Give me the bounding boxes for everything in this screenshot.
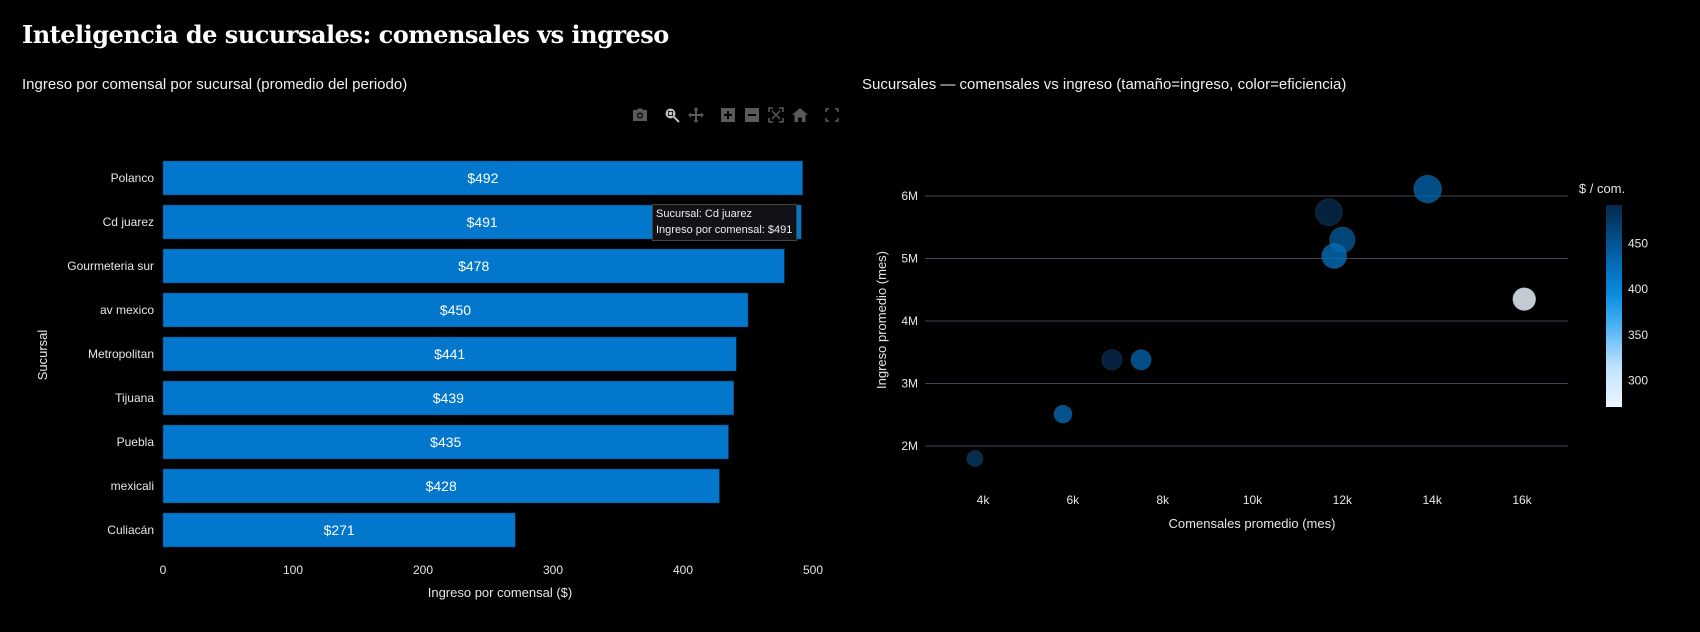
y-tick-label: 2M: [901, 439, 918, 453]
colorbar-tick-label: 350: [1628, 328, 1648, 342]
bar-value-label: $491: [467, 214, 498, 230]
scatter-point[interactable]: [1321, 242, 1348, 270]
zoom-icon[interactable]: [660, 104, 684, 126]
x-tick-label: 14k: [1422, 493, 1442, 507]
y-tick-label: 6M: [901, 189, 918, 203]
category-label: Puebla: [117, 435, 155, 449]
hover-tooltip: Sucursal: Cd juarez Ingreso por comensal…: [652, 204, 798, 241]
x-tick-label: 300: [543, 563, 563, 577]
bar[interactable]: [162, 292, 749, 328]
category-label: Metropolitan: [88, 347, 154, 361]
scatter-point[interactable]: [1130, 349, 1152, 371]
x-tick-label: 16k: [1512, 493, 1532, 507]
category-label: mexicali: [111, 479, 154, 493]
x-tick-label: 4k: [977, 493, 991, 507]
x-tick-label: 400: [673, 563, 693, 577]
bar-chart: Polanco Cd juarez Gourmeteria sur av mexico…: [35, 160, 823, 600]
scatter-point[interactable]: [1101, 349, 1123, 371]
scatter-chart-title: Sucursales — comensales vs ingreso (tama…: [862, 76, 1347, 93]
bar-value-label: $450: [440, 302, 471, 318]
tooltip-line-ingreso: Ingreso por comensal: $491: [656, 224, 793, 236]
scatter-y-axis-label: Ingreso promedio (mes): [874, 251, 889, 389]
x-tick-label: 8k: [1156, 493, 1170, 507]
x-tick-label: 200: [413, 563, 433, 577]
x-tick-label: 12k: [1333, 493, 1353, 507]
zoom-out-icon[interactable]: [740, 104, 764, 126]
camera-icon[interactable]: [628, 104, 652, 126]
y-tick-label: 3M: [901, 377, 918, 391]
colorbar-title: $ / com.: [1579, 181, 1625, 196]
bar[interactable]: [162, 468, 720, 504]
scatter-point[interactable]: [1314, 198, 1343, 227]
bar-value-label: $492: [467, 170, 498, 186]
category-label: Tijuana: [115, 391, 154, 405]
x-tick-label: 6k: [1066, 493, 1080, 507]
scatter-chart: 2M 3M 4M 5M 6M 4k 6k 8k 10k 12k 14k 16k Comensales …: [874, 174, 1648, 531]
y-tick-label: 4M: [901, 314, 918, 328]
y-tick-label: 5M: [901, 252, 918, 266]
page-title: Inteligencia de sucursales: comensales v…: [22, 20, 669, 49]
home-icon[interactable]: [788, 104, 812, 126]
fullscreen-icon[interactable]: [820, 104, 844, 126]
bar[interactable]: [162, 336, 737, 372]
bar-value-label: $478: [458, 258, 489, 274]
bar[interactable]: [162, 248, 785, 284]
category-label: Cd juarez: [103, 215, 154, 229]
bar[interactable]: [162, 380, 734, 416]
modebar: [628, 104, 844, 126]
x-tick-label: 100: [283, 563, 303, 577]
scatter-point[interactable]: [966, 450, 984, 467]
colorbar-tick-label: 400: [1628, 282, 1648, 296]
bar-chart-title: Ingreso por comensal por sucursal (prome…: [22, 76, 408, 93]
bar[interactable]: [162, 424, 729, 460]
bar-x-axis-label: Ingreso por comensal ($): [428, 585, 573, 600]
tooltip-line-sucursal: Sucursal: Cd juarez: [656, 208, 752, 220]
autoscale-icon[interactable]: [764, 104, 788, 126]
colorbar-tick-label: 450: [1628, 236, 1648, 250]
scatter-point[interactable]: [1413, 174, 1443, 204]
scatter-x-axis-label: Comensales promedio (mes): [1169, 516, 1336, 531]
bar-value-label: $439: [433, 390, 464, 406]
colorbar: [1606, 205, 1622, 407]
bar-y-axis-label: Sucursal: [35, 330, 50, 381]
bar-value-label: $271: [324, 522, 355, 538]
x-tick-label: 500: [803, 563, 823, 577]
bar-value-label: $435: [430, 434, 461, 450]
bar-value-label: $428: [426, 478, 457, 494]
category-label: av mexico: [100, 303, 154, 317]
category-label: Polanco: [111, 171, 155, 185]
pan-icon[interactable]: [684, 104, 708, 126]
x-tick-label: 0: [160, 563, 167, 577]
category-label: Culiacán: [107, 523, 154, 537]
x-tick-label: 10k: [1243, 493, 1263, 507]
colorbar-tick-label: 300: [1628, 373, 1648, 387]
scatter-point[interactable]: [1053, 404, 1073, 424]
bar[interactable]: [162, 160, 803, 196]
zoom-in-icon[interactable]: [716, 104, 740, 126]
scatter-point[interactable]: [1512, 287, 1537, 312]
category-label: Gourmeteria sur: [67, 259, 154, 273]
bar[interactable]: [162, 512, 516, 548]
bar-value-label: $441: [434, 346, 465, 362]
